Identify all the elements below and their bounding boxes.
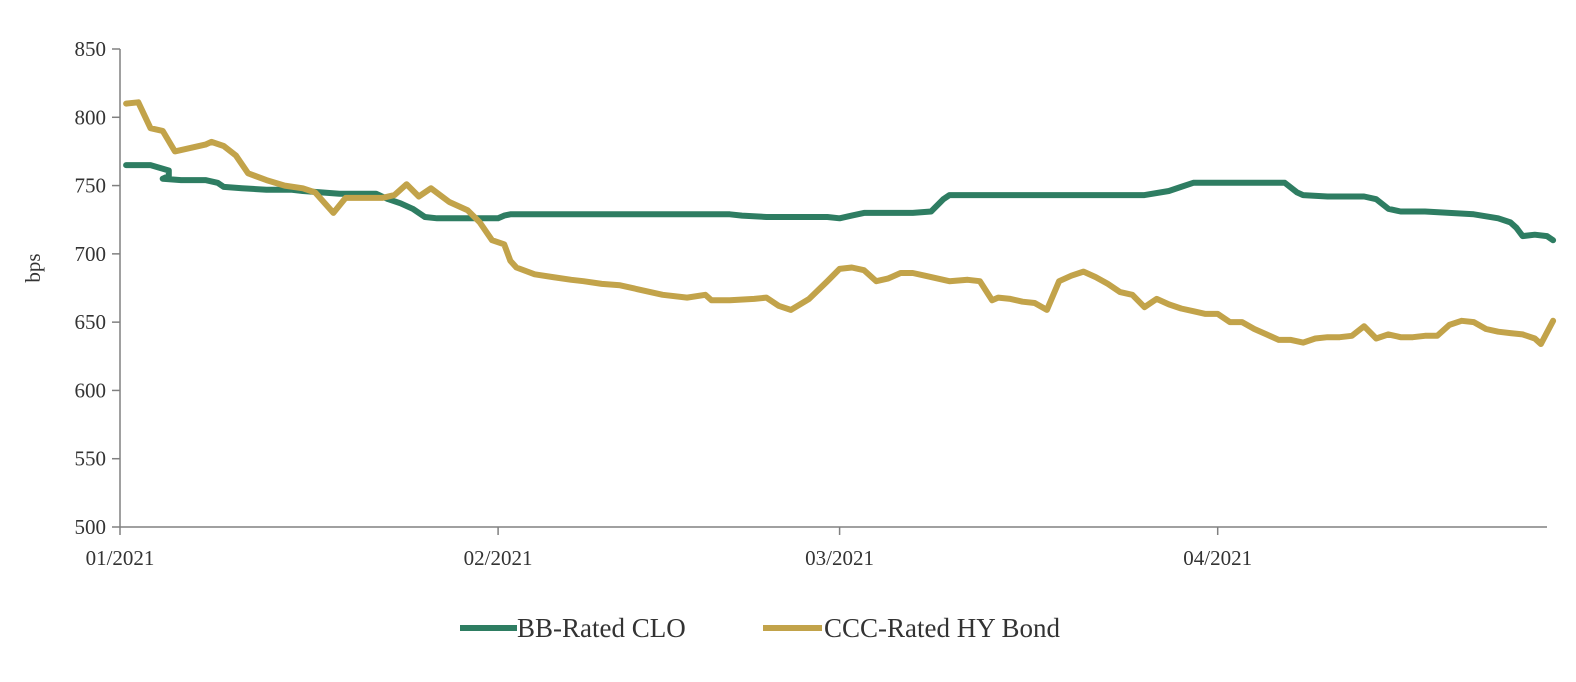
y-tick-label: 700 [75,242,107,266]
legend-label-ccc-rated-hy-bond: CCC-Rated HY Bond [824,613,1060,643]
y-tick-label: 750 [75,174,107,198]
y-tick-label: 800 [75,105,107,129]
y-tick-label: 850 [75,37,107,61]
x-tick-label: 01/2021 [86,546,155,570]
series-lines [123,99,1557,347]
legend: BB-Rated CLO CCC-Rated HY Bond [460,613,1060,643]
x-axis-ticks: 01/2021 02/2021 03/2021 04/2021 [86,527,1252,570]
y-axis-title: bps [21,253,45,282]
legend-label-bb-rated-clo: BB-Rated CLO [517,613,686,643]
x-tick-label: 02/2021 [464,546,533,570]
y-axis-ticks: 500 550 600 650 700 750 800 850 [75,37,120,539]
x-tick-label: 03/2021 [805,546,874,570]
y-tick-label: 650 [75,310,107,334]
y-tick-label: 550 [75,447,107,471]
legend-item-ccc-rated-hy-bond: CCC-Rated HY Bond [763,613,1060,643]
y-tick-label: 600 [75,378,107,402]
legend-item-bb-rated-clo: BB-Rated CLO [460,613,686,643]
x-tick-label: 04/2021 [1183,546,1252,570]
series-line-ccc-rated-hy-bond [123,99,1557,347]
y-tick-label: 500 [75,515,107,539]
